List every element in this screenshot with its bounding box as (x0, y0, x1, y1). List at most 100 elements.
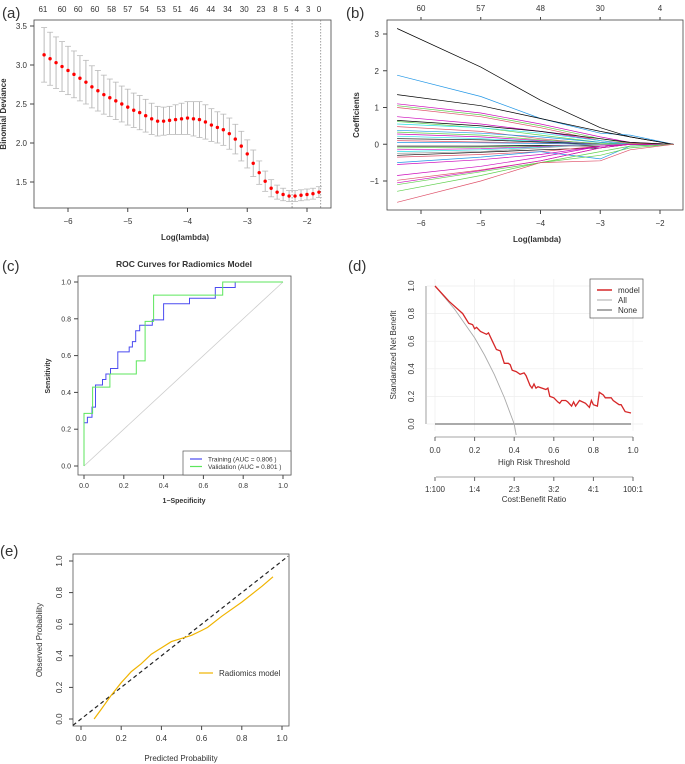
y-tick-label: 0.2 (61, 427, 71, 434)
x-tick-label: 0.4 (159, 483, 169, 490)
plot-frame (72, 553, 290, 727)
chart-title: ROC Curves for Radiomics Model (116, 259, 252, 269)
y-tick-label: 1.0 (407, 280, 416, 292)
cost-benefit-axis-title: Cost:Benefit Ratio (502, 495, 567, 504)
y-tick-label: 0.6 (55, 618, 64, 630)
x-tick-label: 0.0 (429, 446, 441, 455)
deviance-point (215, 125, 220, 130)
roc-curve (83, 281, 283, 466)
y-tick-label: 1.0 (55, 555, 64, 567)
coefficient-path (397, 120, 674, 145)
plot-frame (33, 19, 332, 209)
deviance-point (203, 120, 208, 124)
dca-curve-all (434, 285, 517, 436)
y-tick-label: 0.6 (407, 335, 416, 347)
deviance-point (317, 190, 321, 194)
x-tick-label: 0.2 (119, 483, 129, 490)
top-axis-label: 54 (140, 5, 149, 14)
deviance-point (257, 170, 261, 175)
coefficient-path (397, 143, 674, 203)
x-tick-label: −4 (536, 219, 546, 228)
x-tick-label: 0.8 (238, 483, 248, 490)
coefficient-path (397, 105, 674, 145)
deviance-point (281, 192, 285, 197)
x-tick-label: 0.4 (509, 446, 521, 455)
coefficient-path (397, 143, 674, 192)
deviance-point (48, 57, 52, 61)
cost-benefit-label: 1:100 (425, 485, 446, 494)
y-tick-label: 0.0 (407, 418, 416, 430)
x-tick-label: −6 (63, 217, 73, 226)
y-tick-label: 2.5 (16, 100, 28, 109)
top-axis-label: 53 (157, 5, 166, 14)
x-tick-label: 1.0 (627, 446, 639, 455)
x-axis-label: Log(lambda) (161, 233, 209, 242)
deviance-point (72, 72, 76, 77)
legend-label: Validation (AUC = 0.801 ) (208, 464, 281, 471)
y-tick-label: −1 (370, 177, 380, 186)
deviance-point (191, 117, 196, 121)
deviance-point (221, 128, 226, 132)
y-axis-label: Binomial Deviance (0, 78, 8, 150)
deviance-point (54, 60, 58, 65)
panel-label: (c) (2, 258, 20, 275)
deviance-point (161, 119, 166, 123)
panel-label: (d) (348, 258, 366, 275)
coefficient-path (397, 143, 674, 163)
x-tick-label: −2 (655, 219, 665, 228)
x-axis-label: 1−Specificity (163, 498, 206, 505)
x-tick-label: 0.2 (116, 734, 128, 743)
y-axis-label: Standardized Net Benefit (389, 310, 398, 400)
reference-diagonal (72, 555, 289, 726)
y-tick-label: 3 (375, 30, 380, 39)
x-tick-label: −4 (183, 217, 193, 226)
deviance-point (305, 192, 309, 197)
deviance-point (108, 96, 112, 100)
x-tick-label: 0.6 (199, 483, 209, 490)
deviance-point (311, 192, 315, 196)
x-tick-label: 1.0 (276, 734, 288, 743)
x-tick-label: −2 (302, 217, 312, 226)
top-axis-label: 8 (273, 5, 278, 14)
top-axis-label: 30 (596, 4, 605, 13)
cost-benefit-label: 4:1 (588, 485, 600, 494)
legend-label: Radiomics model (219, 669, 281, 678)
deviance-point (233, 137, 237, 141)
x-tick-label: 0.0 (79, 483, 89, 490)
top-axis-label: 4 (658, 4, 663, 13)
deviance-point (173, 117, 178, 122)
top-axis-label: 3 (306, 5, 311, 14)
deviance-point (143, 114, 148, 118)
deviance-point (60, 64, 64, 69)
x-tick-label: −5 (476, 219, 486, 228)
cost-benefit-label: 100:1 (623, 485, 644, 494)
legend-box (182, 450, 292, 476)
top-axis-label: 61 (38, 5, 47, 14)
top-axis-label: 57 (123, 5, 132, 14)
y-tick-label: 0.2 (55, 681, 64, 693)
deviance-point (269, 186, 273, 190)
deviance-point (263, 179, 267, 183)
deviance-point (287, 194, 291, 198)
deviance-point (245, 152, 249, 156)
cost-benefit-label: 2:3 (509, 485, 521, 494)
deviance-point (78, 76, 82, 80)
deviance-point (197, 117, 202, 122)
panel-label: (a) (2, 5, 20, 22)
y-tick-label: 0.8 (61, 316, 71, 323)
deviance-point (90, 85, 94, 89)
x-tick-label: 0.4 (156, 734, 168, 743)
deviance-point (149, 117, 154, 121)
y-tick-label: 1 (375, 104, 380, 113)
top-axis-label: 60 (90, 5, 99, 14)
coefficient-path (397, 143, 674, 184)
deviance-point (179, 117, 184, 121)
panel-label: (b) (346, 5, 364, 22)
top-axis-label: 48 (536, 4, 545, 13)
deviance-point (132, 108, 136, 112)
deviance-point (275, 190, 279, 194)
y-tick-label: 0.4 (407, 363, 416, 375)
deviance-point (138, 110, 142, 115)
y-tick-label: 1.5 (16, 178, 28, 187)
